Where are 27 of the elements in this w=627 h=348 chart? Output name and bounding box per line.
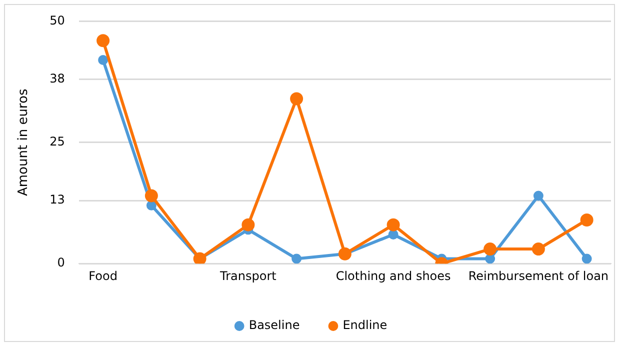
point (144, 189, 158, 202)
y-axis-title: Amount in euros (16, 88, 32, 196)
point (485, 254, 496, 264)
x-tick-label: Food (88, 268, 118, 283)
legend-label: Endline (342, 318, 388, 332)
point (386, 218, 400, 232)
y-tick-label: 25 (50, 134, 65, 149)
point (292, 254, 302, 264)
legend-label: Baseline (248, 318, 300, 332)
y-tick-label: 13 (50, 192, 65, 207)
y-tick-label: 50 (50, 13, 65, 28)
x-tick-label: Clothing and shoes (336, 268, 451, 283)
point (146, 200, 156, 210)
point (580, 213, 594, 226)
point (290, 92, 304, 106)
x-tick-label: Transport (219, 268, 277, 283)
x-tick-label: Reimbursement of loan (468, 268, 609, 283)
point (582, 254, 592, 264)
y-tick-label: 0 (57, 256, 65, 270)
y-tick-label: 38 (50, 72, 65, 86)
point (242, 218, 255, 232)
point (532, 242, 545, 256)
point (96, 34, 110, 48)
point (388, 230, 398, 240)
point (533, 190, 544, 201)
point (484, 242, 497, 256)
point (98, 54, 108, 65)
